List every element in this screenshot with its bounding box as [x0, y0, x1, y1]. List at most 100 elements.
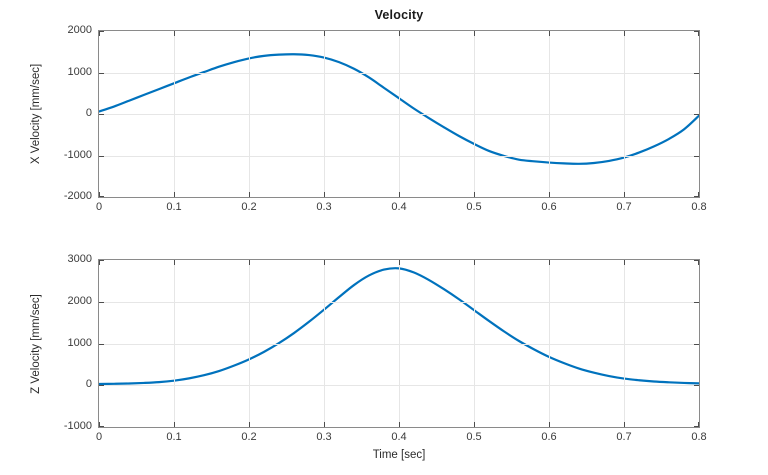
y-tick-mark-right	[694, 114, 699, 115]
x-tick-mark-top	[99, 260, 100, 265]
gridline-vertical	[324, 260, 325, 427]
x-tick-mark	[174, 192, 175, 197]
y-tick-label: 2000	[67, 24, 92, 36]
gridline-vertical	[399, 260, 400, 427]
x-tick-mark-top	[324, 260, 325, 265]
x-tick-label: 0.3	[316, 431, 332, 443]
x-tick-mark-top	[174, 31, 175, 36]
plot-area-z-velocity	[98, 259, 700, 428]
x-tick-mark	[324, 192, 325, 197]
x-tick-label: 0.1	[166, 431, 182, 443]
x-tick-mark	[399, 192, 400, 197]
x-tick-label: 0.3	[316, 201, 332, 213]
y-tick-mark	[99, 344, 104, 345]
x-tick-mark-top	[99, 31, 100, 36]
gridline-vertical	[549, 31, 550, 197]
y-tick-label: -1000	[63, 420, 92, 432]
y-tick-mark	[99, 426, 104, 427]
x-tick-mark	[324, 422, 325, 427]
x-tick-label: 0.4	[391, 201, 407, 213]
y-tick-label: 0	[85, 378, 92, 391]
gridline-vertical	[624, 260, 625, 427]
x-tick-label: 0.2	[241, 201, 257, 213]
x-tick-mark-top	[474, 31, 475, 36]
y-tick-label: -2000	[63, 190, 92, 202]
y-tick-mark-right	[694, 344, 699, 345]
gridline-vertical	[474, 31, 475, 197]
x-tick-mark-top	[174, 260, 175, 265]
x-tick-label: 0.6	[541, 201, 557, 213]
y-tick-mark-right	[694, 196, 699, 197]
x-tick-mark-top	[624, 260, 625, 265]
x-tick-label: 0.5	[466, 431, 482, 443]
y-tick-mark	[99, 156, 104, 157]
x-tick-mark	[549, 192, 550, 197]
x-tick-label: 0.2	[241, 431, 257, 443]
x-tick-mark	[399, 422, 400, 427]
x-tick-mark-top	[549, 31, 550, 36]
y-tick-mark-right	[694, 73, 699, 74]
x-tick-mark-top	[698, 31, 699, 36]
gridline-vertical	[474, 260, 475, 427]
x-tick-label: 0.7	[616, 201, 632, 213]
y-tick-mark	[99, 196, 104, 197]
x-tick-mark-top	[249, 31, 250, 36]
x-tick-mark-top	[249, 260, 250, 265]
x-tick-mark-top	[624, 31, 625, 36]
y-tick-mark	[99, 385, 104, 386]
gridline-vertical	[174, 260, 175, 427]
y-tick-label: -1000	[63, 148, 92, 161]
x-tick-label: 0.4	[391, 431, 407, 443]
gridline-vertical	[324, 31, 325, 197]
x-tick-mark-top	[474, 260, 475, 265]
y-tick-label: 0	[85, 107, 92, 119]
y-tick-label: 3000	[67, 253, 92, 265]
x-tick-label: 0.8	[691, 201, 707, 213]
x-tick-mark	[249, 422, 250, 427]
y-tick-mark-right	[694, 156, 699, 157]
x-tick-mark	[474, 422, 475, 427]
y-tick-mark	[99, 302, 104, 303]
y-tick-mark-right	[694, 426, 699, 427]
gridline-vertical	[249, 260, 250, 427]
x-tick-mark	[174, 422, 175, 427]
x-tick-mark-top	[324, 31, 325, 36]
x-tick-mark-top	[399, 31, 400, 36]
x-tick-mark-top	[399, 260, 400, 265]
x-tick-label: 0.8	[691, 431, 707, 443]
y-tick-mark	[99, 114, 104, 115]
x-tick-mark	[99, 422, 100, 427]
gridline-vertical	[249, 31, 250, 197]
figure-title: Velocity	[374, 8, 424, 22]
x-tick-mark	[624, 422, 625, 427]
x-tick-label: 0.5	[466, 201, 482, 213]
x-tick-label: 0.7	[616, 431, 632, 443]
x-tick-mark	[624, 192, 625, 197]
x-tick-mark-top	[698, 260, 699, 265]
gridline-vertical	[624, 31, 625, 197]
x-tick-label: 0.1	[166, 201, 182, 213]
y-tick-mark	[99, 73, 104, 74]
y-tick-mark-right	[694, 260, 699, 261]
y-tick-mark-right	[694, 385, 699, 386]
gridline-vertical	[174, 31, 175, 197]
y-tick-label: 1000	[67, 336, 92, 349]
gridline-vertical	[399, 31, 400, 197]
y-tick-mark-right	[694, 31, 699, 32]
x-tick-mark	[99, 192, 100, 197]
gridline-vertical	[549, 260, 550, 427]
x-tick-mark	[474, 192, 475, 197]
x-axis-label: Time [sec]	[372, 449, 426, 461]
x-tick-mark-top	[549, 260, 550, 265]
y-tick-mark-right	[694, 302, 699, 303]
x-tick-mark	[698, 192, 699, 197]
y-tick-mark	[99, 260, 104, 261]
y-tick-label: 1000	[67, 65, 92, 78]
x-tick-label: 0	[95, 431, 103, 443]
y-tick-mark	[99, 31, 104, 32]
x-tick-label: 0.6	[541, 431, 557, 443]
y-tick-label: 2000	[67, 294, 92, 307]
x-tick-label: 0	[95, 201, 103, 213]
x-tick-mark	[249, 192, 250, 197]
